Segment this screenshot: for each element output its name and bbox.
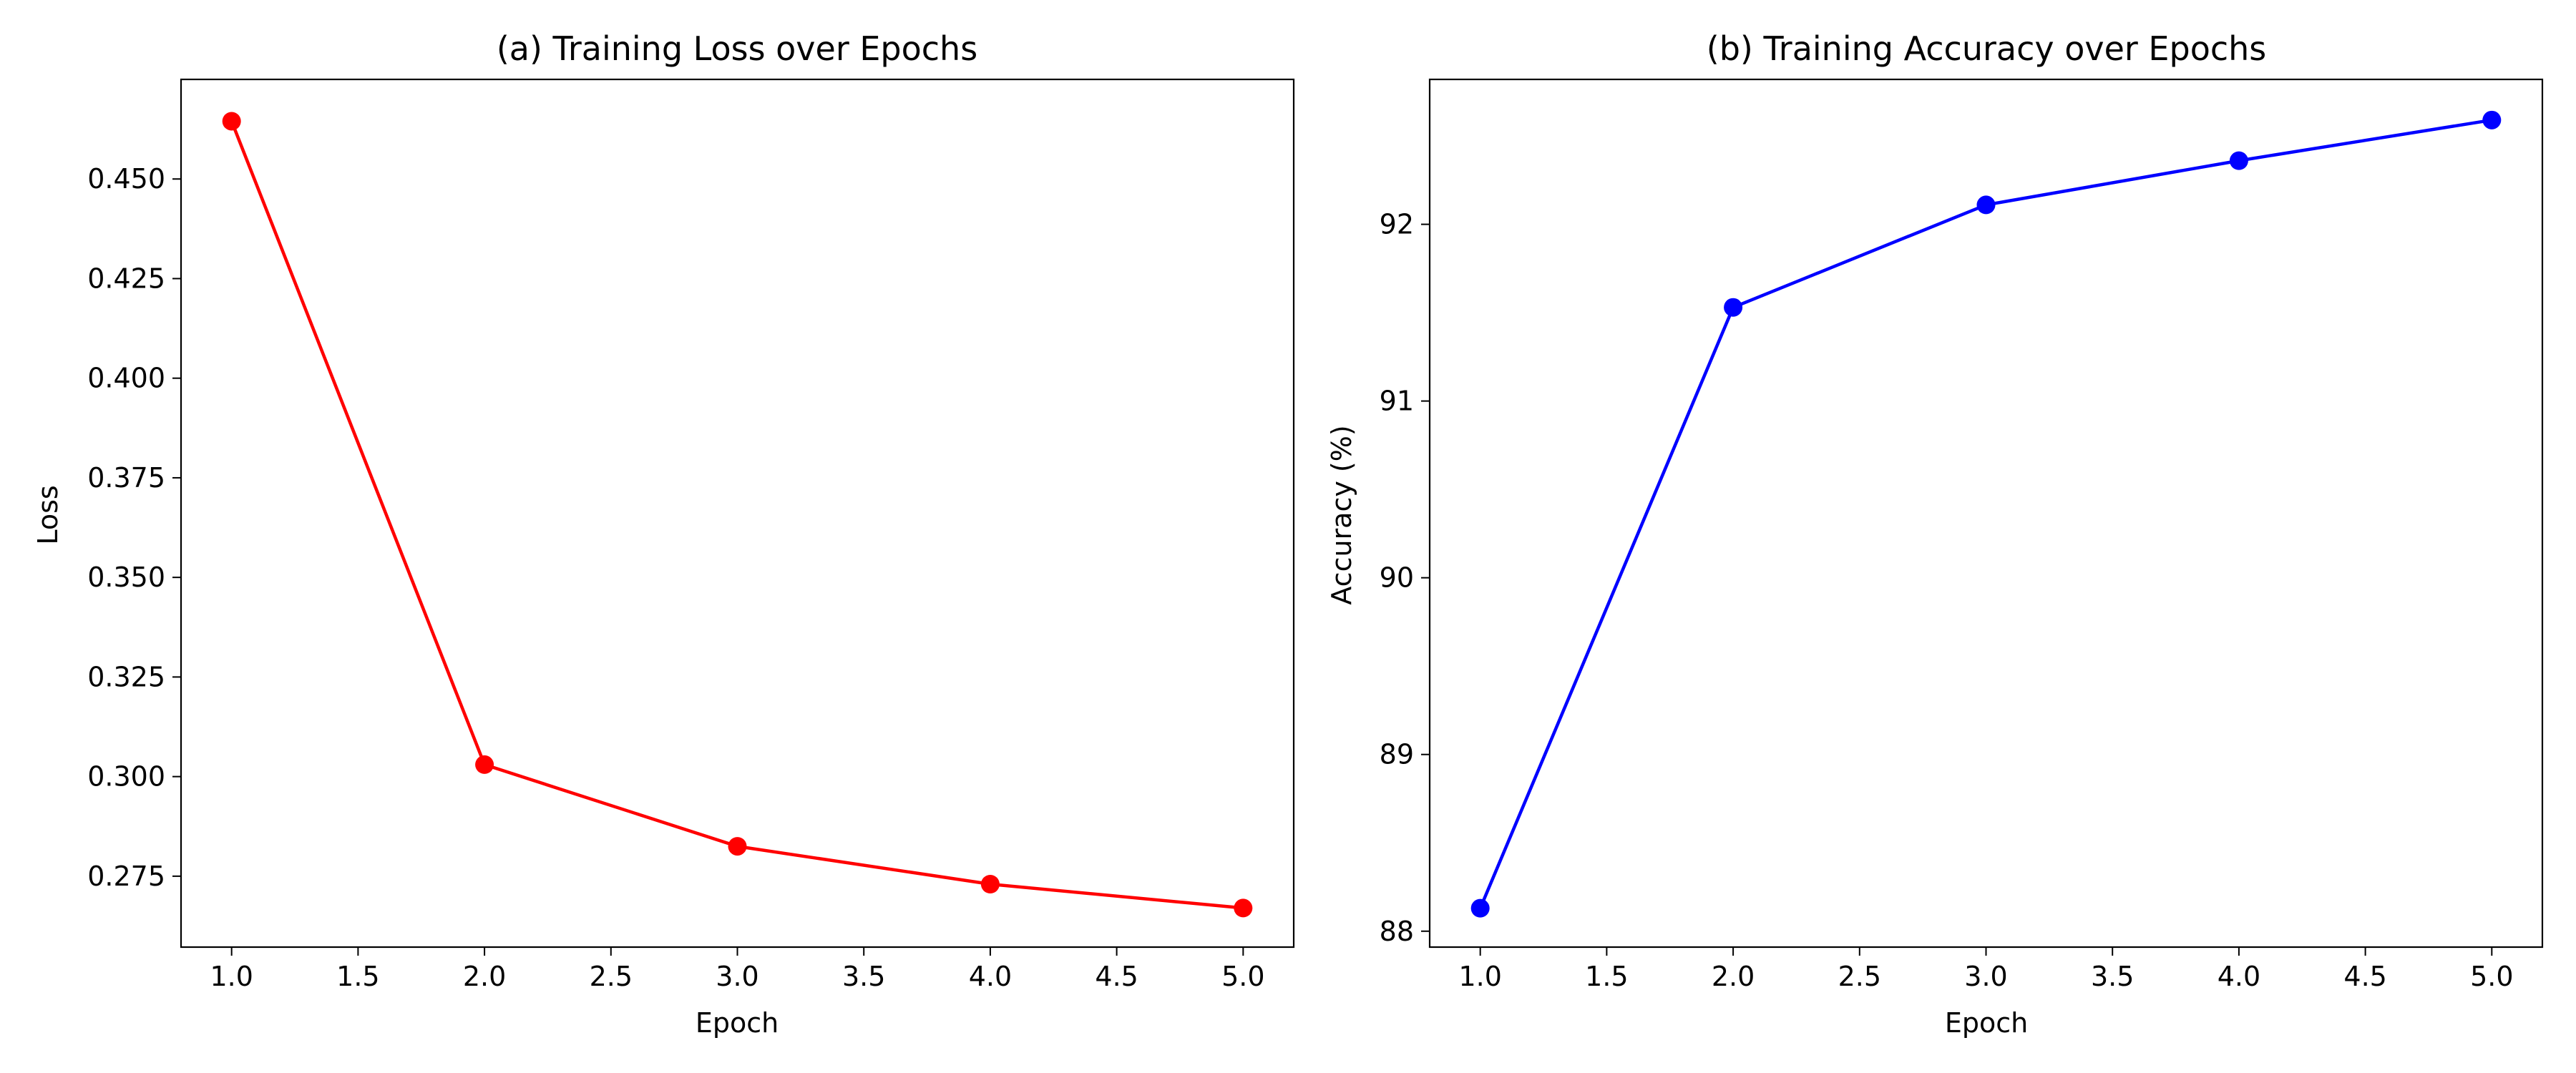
loss-y-axis-label: Loss	[32, 485, 64, 544]
loss-x-axis-label: Epoch	[696, 1007, 779, 1039]
loss-x-tick-label: 3.0	[716, 961, 758, 992]
loss-axes-frame	[180, 78, 1295, 949]
loss-x-tick-label: 3.5	[842, 961, 885, 992]
accuracy-plot-area: 1.0 1.5 2.0 2.5 3.0 3.5 4.0 4.5 5.0 88 89 90 91 92	[1380, 78, 2544, 992]
accuracy-x-tick-label: 4.0	[2218, 961, 2260, 992]
accuracy-data-point	[1976, 195, 1996, 215]
loss-y-tick-label: 0.400	[87, 363, 165, 394]
loss-plot-area: 1.0 1.5 2.0 2.5 3.0 3.5 4.0 4.5 5.0 0.275 0.300 0.3…	[87, 78, 1295, 992]
accuracy-axes-frame	[1428, 78, 2544, 949]
accuracy-x-tick-label: 3.0	[1964, 961, 2007, 992]
loss-y-tick-label: 0.375	[87, 462, 165, 494]
accuracy-y-axis-label: Accuracy (%)	[1326, 425, 1357, 604]
accuracy-chart: (b) Training Accuracy over Epochs 1.0 1.5…	[1326, 29, 2544, 1039]
loss-x-tick-label: 1.5	[336, 961, 379, 992]
loss-data-point	[222, 112, 241, 131]
accuracy-x-tick-label: 3.5	[2091, 961, 2134, 992]
accuracy-x-tick-label: 1.0	[1458, 961, 1501, 992]
accuracy-chart-title: (b) Training Accuracy over Epochs	[1707, 29, 2267, 68]
loss-data-point	[728, 837, 747, 856]
loss-data-point	[980, 875, 1000, 894]
loss-x-tick-label: 4.5	[1095, 961, 1138, 992]
loss-y-tick-label: 0.350	[87, 562, 165, 593]
accuracy-data-point	[1470, 898, 1490, 918]
accuracy-y-tick-label: 90	[1380, 562, 1414, 594]
accuracy-data-point	[2229, 151, 2248, 170]
accuracy-x-tick-label: 4.5	[2343, 961, 2386, 992]
loss-y-tick-label: 0.300	[87, 761, 165, 793]
accuracy-x-tick-label: 1.5	[1585, 961, 1628, 992]
loss-x-tick-label: 2.5	[590, 961, 633, 992]
accuracy-y-tick-label: 91	[1380, 386, 1414, 417]
accuracy-x-tick-label: 2.0	[1712, 961, 1755, 992]
accuracy-x-axis-label: Epoch	[1945, 1007, 2028, 1039]
loss-y-tick-label: 0.425	[87, 263, 165, 294]
loss-y-tick-label: 0.325	[87, 661, 165, 692]
accuracy-x-tick-label: 2.5	[1838, 961, 1881, 992]
accuracy-data-point	[1724, 298, 1743, 317]
loss-data-point	[475, 755, 494, 774]
loss-x-tick-label: 1.0	[210, 961, 253, 992]
accuracy-y-tick-label: 88	[1380, 916, 1414, 947]
accuracy-data-point	[2482, 110, 2502, 129]
accuracy-y-tick-label: 92	[1380, 209, 1414, 240]
loss-x-tick-label: 4.0	[969, 961, 1012, 992]
accuracy-x-tick-label: 5.0	[2470, 961, 2513, 992]
loss-y-tick-label: 0.450	[87, 163, 165, 195]
loss-data-point	[1234, 898, 1253, 918]
loss-chart-title: (a) Training Loss over Epochs	[497, 29, 977, 68]
loss-chart: (a) Training Loss over Epochs 1.0 1.5 2.0 2…	[32, 29, 1295, 1039]
accuracy-y-tick-label: 89	[1380, 739, 1414, 770]
loss-y-tick-label: 0.275	[87, 861, 165, 892]
loss-x-tick-label: 5.0	[1221, 961, 1264, 992]
loss-x-tick-label: 2.0	[463, 961, 506, 992]
